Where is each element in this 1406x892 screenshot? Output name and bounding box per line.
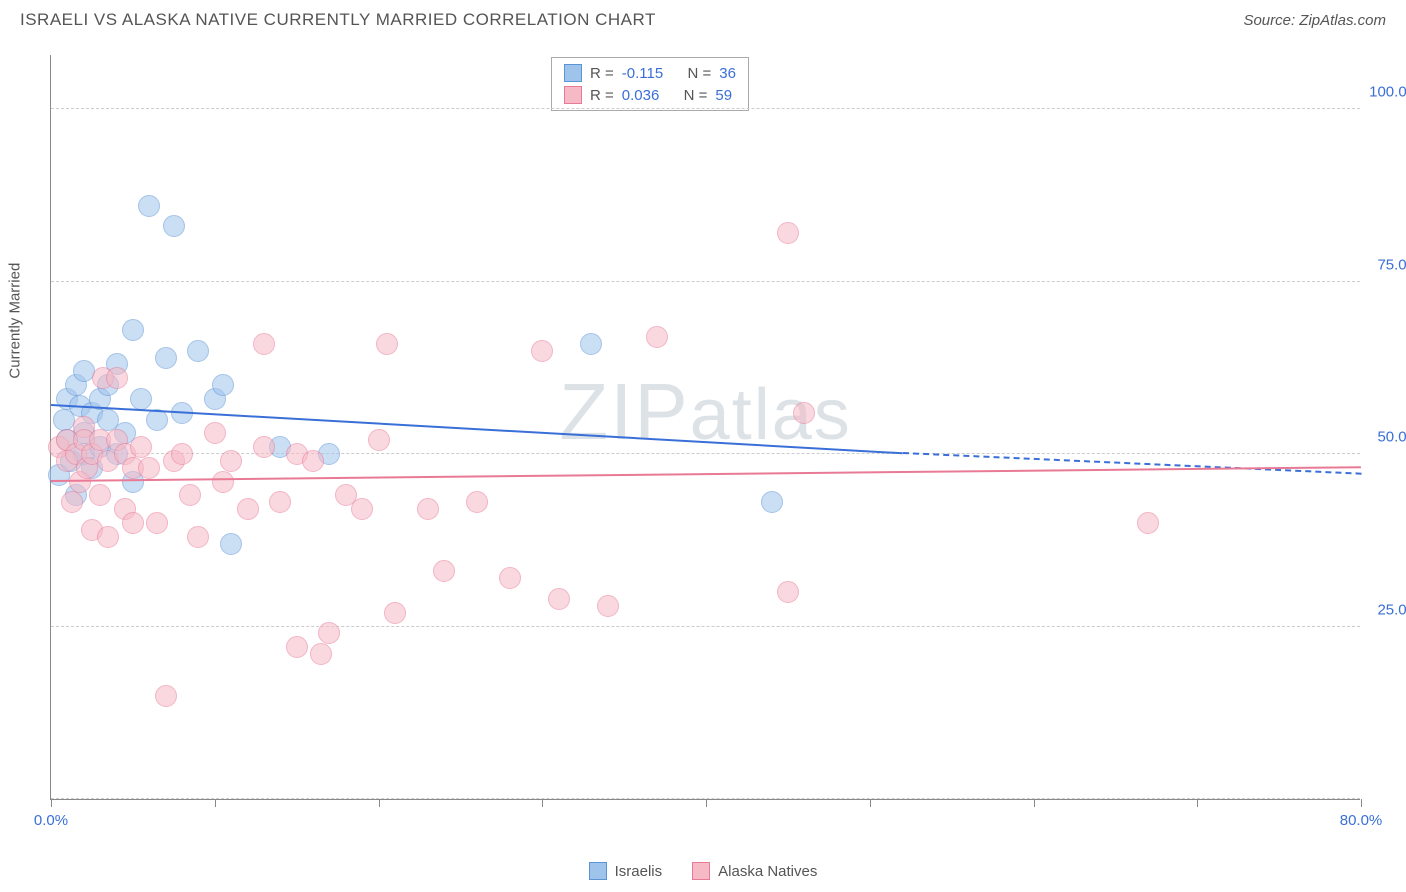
x-tick (1361, 799, 1362, 807)
data-point (155, 685, 177, 707)
stats-n-label-2: N = (684, 87, 708, 104)
data-point (61, 491, 83, 513)
y-tick-label: 100.0% (1365, 84, 1406, 101)
data-point (646, 326, 668, 348)
data-point (1137, 512, 1159, 534)
data-point (302, 450, 324, 472)
data-point (138, 195, 160, 217)
chart-title: ISRAELI VS ALASKA NATIVE CURRENTLY MARRI… (20, 10, 656, 30)
legend-label-1: Israelis (615, 863, 663, 880)
y-tick-label: 75.0% (1365, 256, 1406, 273)
y-axis-label: Currently Married (7, 262, 24, 378)
legend-label-2: Alaska Natives (718, 863, 817, 880)
stats-r-value-1: -0.115 (622, 65, 663, 82)
x-tick (1197, 799, 1198, 807)
legend-item-1: Israelis (589, 862, 663, 880)
data-point (580, 333, 602, 355)
data-point (433, 560, 455, 582)
data-point (777, 222, 799, 244)
data-point (106, 367, 128, 389)
data-point (130, 388, 152, 410)
data-point (253, 333, 275, 355)
plot-region: ZIPatlas R = -0.115 N = 36 R = 0.036 N =… (50, 55, 1360, 800)
data-point (548, 588, 570, 610)
stats-n-value-2: 59 (715, 87, 732, 104)
y-tick-label: 25.0% (1365, 601, 1406, 618)
x-tick (706, 799, 707, 807)
x-tick (542, 799, 543, 807)
y-tick-label: 50.0% (1365, 429, 1406, 446)
data-point (212, 471, 234, 493)
data-point (384, 602, 406, 624)
data-point (597, 595, 619, 617)
gridline (51, 281, 1360, 282)
data-point (376, 333, 398, 355)
data-point (368, 429, 390, 451)
data-point (163, 215, 185, 237)
data-point (204, 422, 226, 444)
x-tick (51, 799, 52, 807)
stats-n-value-1: 36 (719, 65, 736, 82)
regression-line (51, 466, 1361, 482)
x-tick (215, 799, 216, 807)
data-point (220, 450, 242, 472)
data-point (122, 319, 144, 341)
data-point (212, 374, 234, 396)
legend-item-2: Alaska Natives (692, 862, 817, 880)
data-point (286, 636, 308, 658)
data-point (89, 484, 111, 506)
legend-swatch-2 (692, 862, 710, 880)
stats-r-label-2: R = (590, 87, 614, 104)
data-point (793, 402, 815, 424)
swatch-series-2 (564, 86, 582, 104)
stats-box: R = -0.115 N = 36 R = 0.036 N = 59 (551, 57, 749, 111)
data-point (171, 443, 193, 465)
x-tick-label: 0.0% (34, 812, 68, 829)
stats-row-1: R = -0.115 N = 36 (564, 62, 736, 84)
x-tick (379, 799, 380, 807)
data-point (130, 436, 152, 458)
data-point (155, 347, 177, 369)
x-tick (870, 799, 871, 807)
data-point (138, 457, 160, 479)
stats-r-label: R = (590, 65, 614, 82)
data-point (187, 526, 209, 548)
data-point (237, 498, 259, 520)
x-tick (1034, 799, 1035, 807)
bottom-legend: Israelis Alaska Natives (0, 862, 1406, 880)
swatch-series-1 (564, 64, 582, 82)
data-point (466, 491, 488, 513)
gridline (51, 453, 1360, 454)
data-point (122, 512, 144, 534)
data-point (269, 491, 291, 513)
data-point (761, 491, 783, 513)
data-point (97, 526, 119, 548)
gridline (51, 626, 1360, 627)
chart-area: Currently Married ZIPatlas R = -0.115 N … (50, 55, 1360, 800)
data-point (499, 567, 521, 589)
data-point (253, 436, 275, 458)
stats-r-value-2: 0.036 (622, 87, 660, 104)
data-point (146, 512, 168, 534)
x-tick-label: 80.0% (1340, 812, 1383, 829)
data-point (351, 498, 373, 520)
legend-swatch-1 (589, 862, 607, 880)
stats-n-label: N = (688, 65, 712, 82)
data-point (417, 498, 439, 520)
data-point (220, 533, 242, 555)
data-point (310, 643, 332, 665)
data-point (179, 484, 201, 506)
data-point (531, 340, 553, 362)
source-label: Source: ZipAtlas.com (1243, 12, 1386, 29)
chart-header: ISRAELI VS ALASKA NATIVE CURRENTLY MARRI… (0, 0, 1406, 38)
data-point (777, 581, 799, 603)
gridline (51, 108, 1360, 109)
data-point (318, 622, 340, 644)
data-point (187, 340, 209, 362)
stats-row-2: R = 0.036 N = 59 (564, 84, 736, 106)
